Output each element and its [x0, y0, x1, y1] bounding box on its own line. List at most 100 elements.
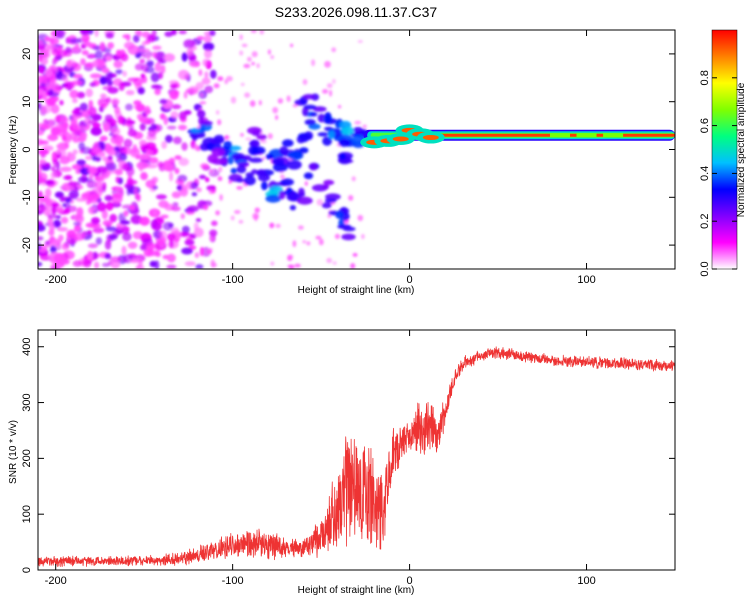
spectrogram-blob	[142, 144, 149, 150]
spectrogram-blob	[53, 47, 58, 54]
spectrogram-blob	[48, 229, 55, 237]
spectrogram-blob	[174, 167, 180, 175]
spectrogram-blob	[94, 30, 99, 38]
spectrogram-blob	[123, 210, 129, 217]
spectrogram-blob	[61, 134, 67, 142]
spectrogram-blob	[139, 216, 150, 226]
spectrogram-blob	[258, 174, 270, 182]
spectrogram-blob	[139, 58, 145, 64]
spectrogram-blob	[150, 219, 158, 229]
spectrogram-blob	[280, 174, 285, 179]
spectrogram-blob	[79, 30, 90, 36]
spectrogram-blob	[48, 222, 56, 232]
spectrogram-blob	[73, 221, 81, 227]
spectrogram-blob	[309, 112, 318, 117]
spectrogram-blob	[260, 139, 267, 144]
spectrogram-blob	[265, 153, 274, 160]
spectrogram-blob	[204, 71, 209, 79]
spectrogram-blob	[206, 249, 213, 255]
spectrogram-blob	[104, 240, 112, 250]
spectrogram-blob	[158, 238, 165, 246]
spectrogram-blob	[104, 253, 112, 260]
spectrogram-blob	[328, 130, 335, 139]
spectrogram-blob	[107, 86, 119, 94]
spectrogram-blob	[249, 100, 256, 107]
spectrogram-blob	[97, 202, 107, 212]
snr-y-axis-label: SNR (10 * v/v)	[8, 420, 19, 484]
spectrogram-blob	[85, 155, 93, 161]
spectrogram-blob	[296, 196, 313, 205]
spectrogram-blob	[62, 175, 73, 181]
spectrogram-blob	[200, 92, 204, 97]
spectrogram-blob	[87, 243, 98, 249]
spectrogram-blob	[133, 186, 139, 197]
spectrogram-blob	[190, 181, 199, 190]
spectrogram-blob	[134, 63, 144, 71]
spectrogram-blob	[279, 146, 289, 156]
spectrogram-blob	[270, 261, 275, 266]
spectrogram-blob	[113, 134, 124, 145]
spectrogram-blob	[99, 41, 106, 51]
spectrogram-blob	[235, 178, 245, 183]
spectrogram-blob	[211, 148, 225, 157]
spectrogram-blob	[351, 176, 356, 182]
spectrogram-blob	[77, 176, 88, 183]
spectrogram-blob	[60, 216, 69, 224]
spectrogram-blob	[199, 101, 207, 105]
spectrogram-blob	[91, 43, 97, 48]
spectrogram-blob	[38, 198, 43, 205]
spectrogram-blob	[154, 62, 162, 72]
snr-y-tick-label: 0	[21, 567, 33, 573]
spectrogram-blob	[67, 181, 79, 187]
spectrogram-blob	[52, 239, 61, 248]
spectrogram-blob	[39, 140, 49, 145]
spectrogram-blob	[251, 51, 258, 58]
spectrogram-blob	[76, 207, 84, 217]
spectrogram-blob	[223, 140, 232, 150]
spectrogram-blob	[105, 201, 114, 211]
spectrogram-blob	[244, 92, 251, 98]
spectrogram-blob	[101, 185, 106, 193]
spectrogram-x-tick-label: -200	[45, 274, 67, 286]
spectrogram-blob	[180, 213, 185, 220]
spectrogram-blob	[69, 89, 79, 99]
spectrogram-blob	[171, 104, 182, 110]
spectrogram-blob	[109, 213, 117, 223]
spectrogram-blob	[289, 205, 296, 211]
spectrogram-blob	[133, 34, 140, 43]
spectrogram-blob	[252, 212, 259, 220]
spectrogram-blob	[91, 156, 102, 162]
snr-x-tick-label: 0	[407, 575, 413, 587]
spectrogram-blob	[45, 68, 53, 77]
spectrogram-blob	[38, 242, 42, 251]
spectrogram-blob	[129, 259, 140, 264]
spectrogram-blob	[144, 40, 151, 45]
spectrogram-blob	[329, 89, 333, 97]
spectrogram-blob	[129, 147, 141, 158]
spectrogram-blob	[239, 34, 243, 41]
spectrogram-blob	[87, 230, 92, 235]
spectrogram-blob	[138, 116, 150, 124]
spectrogram-blob	[96, 166, 108, 173]
spectrogram-blob	[105, 71, 114, 81]
spectrogram-blob	[337, 104, 342, 109]
spectrogram-blob	[239, 50, 244, 56]
spectrogram-blob	[140, 172, 148, 181]
spectrogram-blob	[240, 82, 245, 87]
spectrogram-blob	[256, 63, 260, 69]
spectrogram-blob	[38, 261, 43, 267]
spectrogram-blob	[206, 185, 216, 191]
spectrogram-blob	[247, 126, 262, 135]
spectrogram-y-tick-label: -10	[21, 189, 33, 205]
spectrogram-blob	[116, 187, 124, 196]
spectrogram-x-tick-label: -100	[222, 274, 244, 286]
spectrogram-blob	[189, 132, 206, 139]
spectrogram-blob	[321, 202, 332, 209]
spectrogram-blob	[315, 235, 322, 240]
spectrogram-blob	[87, 250, 94, 261]
spectrogram-blob	[125, 34, 131, 42]
spectrogram-blob	[106, 80, 114, 86]
spectrogram-blob	[54, 55, 59, 63]
snr-y-tick-label: 300	[21, 393, 33, 411]
spectrogram-blob	[150, 72, 160, 83]
